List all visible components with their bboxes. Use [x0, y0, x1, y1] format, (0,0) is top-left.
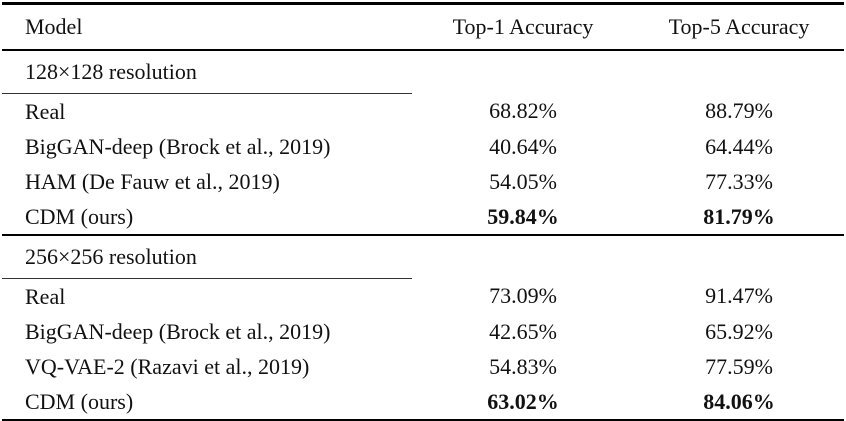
top5-value: 91.47%	[705, 283, 773, 309]
column-header-top1-accuracy: Top-1 Accuracy	[412, 3, 634, 51]
section-row-128: 128×128 resolution	[2, 50, 844, 94]
top5-value: 77.59%	[705, 353, 773, 379]
section-spacer	[634, 50, 844, 94]
top5-value: 88.79%	[705, 98, 773, 124]
top1-value: 54.05%	[489, 168, 557, 194]
top1-value: 68.82%	[489, 98, 557, 124]
top5-value: 64.44%	[705, 133, 773, 159]
table-row-cdm-ours: CDM (ours) 63.02% 84.06%	[2, 384, 844, 421]
model-name: HAM (De Fauw et al., 2019)	[25, 168, 280, 194]
top5-value: 65.92%	[705, 318, 773, 344]
top5-value: 77.33%	[705, 168, 773, 194]
model-name: CDM (ours)	[2, 199, 412, 236]
table-row: VQ-VAE-2 (Razavi et al., 2019) 54.83% 77…	[2, 349, 844, 384]
section-spacer	[412, 235, 634, 279]
model-name: VQ-VAE-2 (Razavi et al., 2019)	[25, 353, 310, 379]
table-row-cdm-ours: CDM (ours) 59.84% 81.79%	[2, 199, 844, 236]
model-name: CDM (ours)	[25, 388, 134, 414]
top1-value: 73.09%	[489, 283, 557, 309]
top5-value: 81.79%	[634, 199, 844, 236]
column-header-model: Model	[2, 3, 412, 51]
section-row-256: 256×256 resolution	[2, 235, 844, 279]
section-spacer	[412, 50, 634, 94]
table-row: Real 73.09% 91.47%	[2, 279, 844, 315]
section-spacer	[634, 235, 844, 279]
model-name: BigGAN-deep (Brock et al., 2019)	[25, 318, 331, 344]
table-row: HAM (De Fauw et al., 2019) 54.05% 77.33%	[2, 164, 844, 199]
top1-value: 59.84%	[412, 199, 634, 236]
model-name: Real	[25, 98, 66, 124]
section-header-256x256: 256×256 resolution	[2, 235, 412, 279]
table-row: Real 68.82% 88.79%	[2, 94, 844, 130]
model-name: BigGAN-deep (Brock et al., 2019)	[25, 133, 331, 159]
model-name: Real	[25, 283, 66, 309]
section-header-128x128: 128×128 resolution	[2, 50, 412, 94]
top1-value: 54.83%	[489, 353, 557, 379]
top1-value: 63.02%	[487, 388, 559, 414]
top1-value: 40.64%	[489, 133, 557, 159]
table-header-row: Model Top-1 Accuracy Top-5 Accuracy	[2, 3, 844, 51]
column-header-top5-accuracy: Top-5 Accuracy	[634, 3, 844, 51]
top1-value: 42.65%	[489, 318, 557, 344]
table-row: BigGAN-deep (Brock et al., 2019) 40.64% …	[2, 129, 844, 164]
top5-value: 84.06%	[703, 388, 775, 414]
table-row: BigGAN-deep (Brock et al., 2019) 42.65% …	[2, 314, 844, 349]
